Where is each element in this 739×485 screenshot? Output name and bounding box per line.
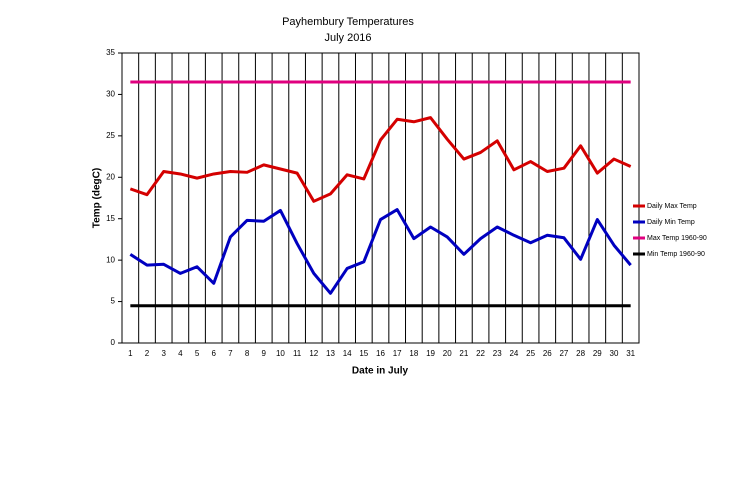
x-tick-label: 12: [309, 349, 318, 358]
x-tick-label: 31: [626, 349, 635, 358]
x-tick-label: 22: [476, 349, 485, 358]
x-tick-label: 27: [559, 349, 568, 358]
x-tick-label: 7: [228, 349, 233, 358]
x-tick-label: 13: [326, 349, 335, 358]
x-tick-label: 25: [526, 349, 535, 358]
x-tick-label: 1: [128, 349, 133, 358]
y-tick-label: 0: [111, 338, 116, 347]
legend-label: Max Temp 1960-90: [647, 235, 707, 242]
y-tick-label: 25: [106, 131, 115, 140]
y-tick-label: 20: [106, 172, 115, 181]
x-tick-label: 21: [459, 349, 468, 358]
x-tick-label: 28: [576, 349, 585, 358]
x-tick-label: 30: [610, 349, 619, 358]
chart-subtitle: July 2016: [324, 32, 371, 44]
x-tick-label: 24: [509, 349, 518, 358]
x-tick-label: 8: [245, 349, 250, 358]
chart-title: Payhembury Temperatures: [282, 16, 414, 28]
x-tick-label: 20: [443, 349, 452, 358]
y-tick-label: 10: [106, 255, 115, 264]
data-line: [129, 116, 632, 203]
x-tick-label: 3: [161, 349, 166, 358]
x-tick-label: 11: [293, 349, 302, 358]
x-tick-label: 17: [393, 349, 402, 358]
x-tick-label: 15: [359, 349, 368, 358]
y-tick-label: 35: [106, 48, 115, 57]
y-tick-label: 30: [106, 90, 115, 99]
y-tick-label: 5: [111, 297, 116, 306]
plot-border: [121, 52, 640, 344]
x-tick-label: 19: [426, 349, 435, 358]
x-tick-label: 5: [195, 349, 200, 358]
x-tick-label: 18: [409, 349, 418, 358]
legend-label: Daily Min Temp: [647, 219, 695, 226]
x-tick-label: 23: [493, 349, 502, 358]
x-tick-label: 2: [145, 349, 150, 358]
x-tick-label: 10: [276, 349, 285, 358]
y-axis-label: Temp (degC): [92, 168, 103, 228]
legend-label: Min Temp 1960-90: [647, 251, 705, 258]
x-tick-label: 16: [376, 349, 385, 358]
legend-label: Daily Max Temp: [647, 203, 697, 210]
y-tick-label: 15: [106, 214, 115, 223]
x-tick-label: 14: [343, 349, 352, 358]
x-tick-label: 29: [593, 349, 602, 358]
x-tick-label: 9: [262, 349, 267, 358]
data-line: [129, 208, 632, 295]
x-tick-label: 26: [543, 349, 552, 358]
x-tick-label: 4: [178, 349, 183, 358]
x-tick-label: 6: [211, 349, 216, 358]
x-axis-label: Date in July: [352, 366, 409, 377]
